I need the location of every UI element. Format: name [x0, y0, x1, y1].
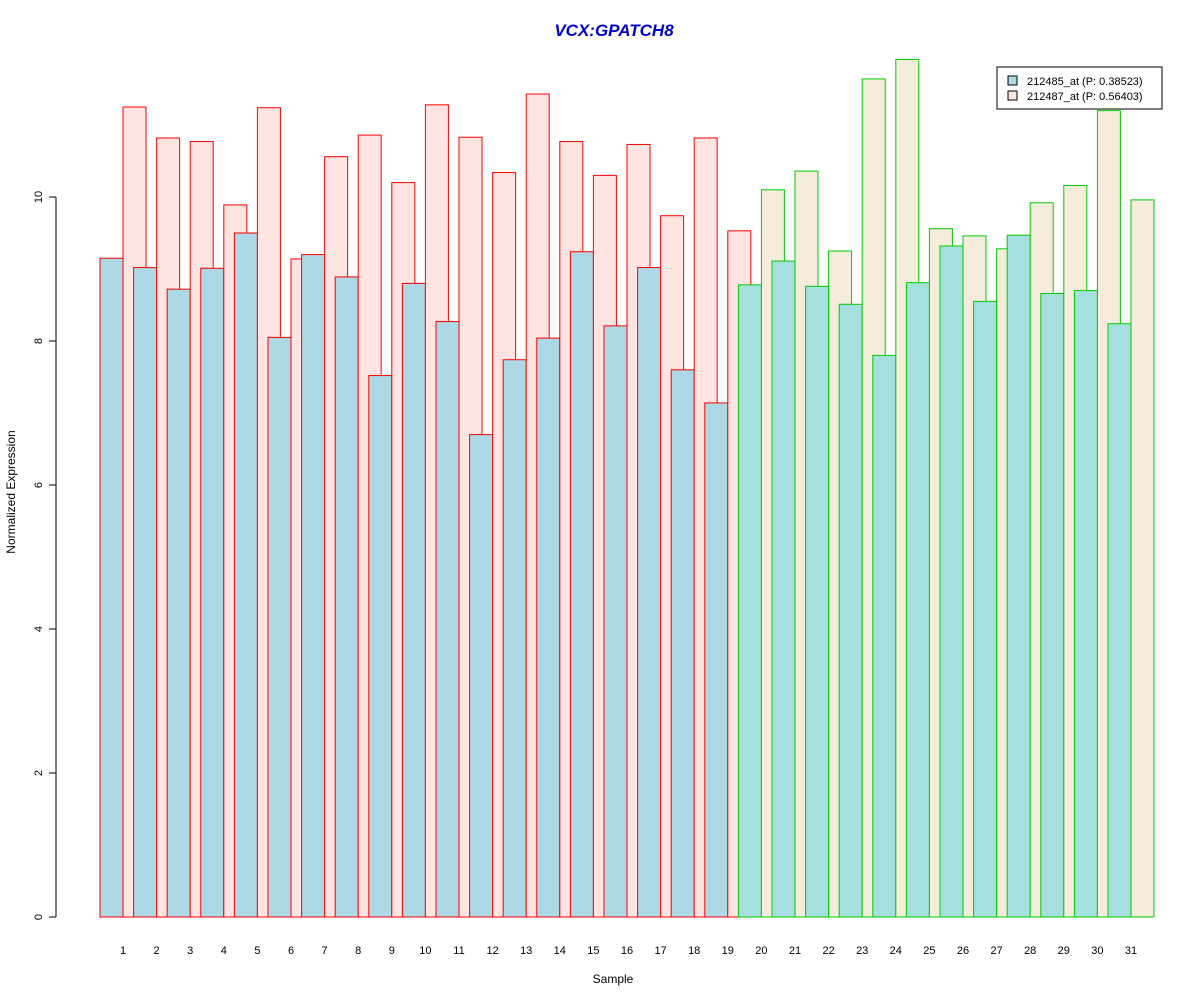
bar-series-1 [805, 285, 830, 918]
legend-swatch-series-1 [1007, 75, 1018, 86]
x-tick-label: 16 [621, 945, 633, 957]
legend-box [996, 66, 1163, 110]
bar-series-1 [872, 354, 897, 918]
legend: 212485_at (P: 0.38523) 212487_at (P: 0.5… [996, 66, 1163, 110]
bar-series-1 [1107, 323, 1132, 918]
bar-series-1 [435, 321, 460, 918]
x-tick-label: 22 [822, 945, 834, 957]
bar-series-1 [737, 284, 762, 918]
x-tick-label: 7 [322, 945, 328, 957]
bar-series-1 [1040, 292, 1065, 918]
x-tick-label: 8 [355, 945, 361, 957]
bar-series-1 [670, 369, 695, 918]
bar-series-1 [469, 434, 494, 918]
bar-series-1 [200, 267, 225, 918]
x-tick-label: 11 [453, 945, 464, 957]
bar-series-1 [502, 359, 527, 918]
legend-label-series-1: 212485_at (P: 0.38523) [1027, 76, 1143, 88]
x-tick-label: 18 [688, 945, 700, 957]
bar-series-1 [569, 251, 594, 918]
y-tick-label: 4 [33, 626, 45, 632]
bar-series-1 [973, 300, 998, 918]
y-axis: 0 2 4 6 8 10 [33, 191, 57, 920]
y-tick-label: 2 [33, 770, 45, 776]
y-tick-label: 10 [33, 191, 45, 203]
chart-title: VCX:GPATCH8 [554, 21, 674, 40]
bar-series-1 [939, 245, 964, 918]
x-tick-label: 28 [1024, 945, 1036, 957]
y-tick-label: 0 [33, 914, 45, 920]
bar-series-1 [905, 282, 930, 918]
x-tick-label: 24 [890, 945, 902, 957]
bar-series-1 [267, 336, 292, 918]
x-tick-label: 12 [486, 945, 498, 957]
x-tick-label: 2 [154, 945, 160, 957]
x-tick-label: 25 [923, 945, 935, 957]
bar-series-1 [1073, 290, 1098, 918]
x-tick-label: 13 [520, 945, 532, 957]
x-tick-label: 10 [419, 945, 431, 957]
x-tick-label: 4 [221, 945, 227, 957]
bar-series-1 [536, 337, 561, 918]
bar-series-1 [704, 402, 729, 918]
x-tick-label: 21 [789, 945, 801, 957]
x-tick-label: 19 [722, 945, 734, 957]
y-tick-label: 6 [33, 482, 45, 488]
x-tick-label: 30 [1091, 945, 1103, 957]
x-axis-label: Sample [593, 972, 634, 986]
bar-series-1 [603, 325, 628, 918]
x-tick-label: 9 [389, 945, 395, 957]
x-tick-label: 29 [1058, 945, 1070, 957]
bar-series-1 [334, 276, 359, 918]
y-tick-label: 8 [33, 338, 45, 344]
x-tick-label: 27 [990, 945, 1002, 957]
x-tick-label: 3 [187, 945, 193, 957]
bar-series-1 [166, 288, 191, 918]
bar-series-1 [771, 260, 796, 918]
x-tick-label: 31 [1125, 945, 1137, 957]
x-tick-label: 23 [856, 945, 868, 957]
bar-series-1 [301, 254, 326, 918]
bar-series-1 [133, 267, 158, 918]
x-tick-label: 14 [554, 945, 566, 957]
bar-series-1 [233, 232, 258, 918]
bar-series-2 [1130, 199, 1155, 918]
bar-series-1 [838, 303, 863, 918]
bar-series-1 [637, 267, 662, 918]
x-tick-label: 17 [654, 945, 666, 957]
x-tick-label: 15 [587, 945, 599, 957]
x-tick-label: 5 [254, 945, 260, 957]
x-axis-ticks: 1 2 3 4 5 6 7 8 9 10 11 12 13 14 15 16 17 18 19 20 21 22 23 24 2… [120, 945, 1137, 957]
bars-group [99, 58, 1155, 918]
bar-series-1 [1006, 234, 1031, 918]
legend-label-series-2: 212487_at (P: 0.56403) [1027, 91, 1143, 103]
y-axis-label: Normalized Expression [4, 430, 18, 553]
bar-series-1 [401, 282, 426, 918]
x-tick-label: 1 [120, 945, 126, 957]
x-tick-label: 20 [755, 945, 767, 957]
x-tick-label: 26 [957, 945, 969, 957]
legend-swatch-series-2 [1007, 90, 1018, 101]
bar-series-1 [368, 375, 393, 918]
x-tick-label: 6 [288, 945, 294, 957]
bar-series-1 [99, 257, 124, 918]
